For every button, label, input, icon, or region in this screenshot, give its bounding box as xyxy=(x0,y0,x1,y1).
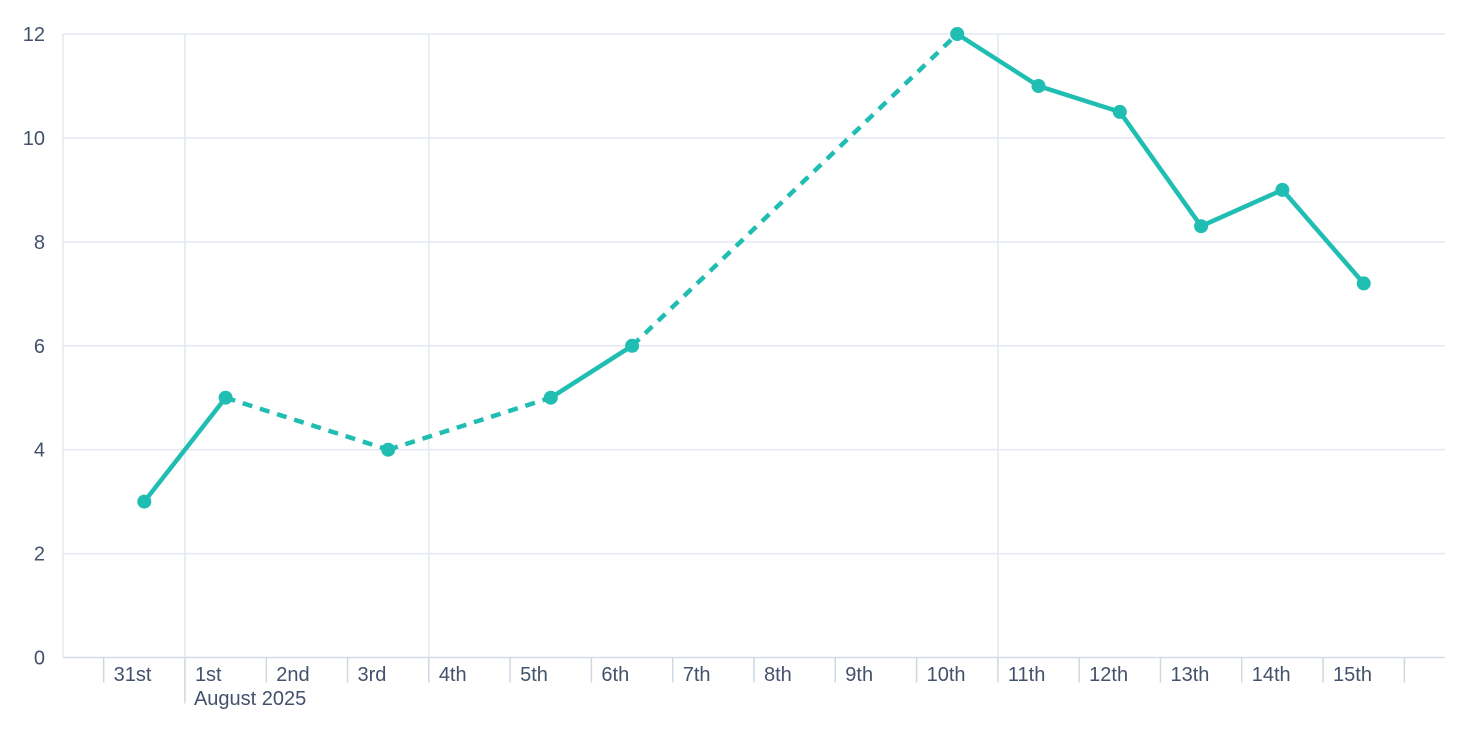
data-point-13th[interactable] xyxy=(1194,219,1209,234)
x-axis-label-6th: 6th xyxy=(601,664,629,686)
x-axis-label-10th: 10th xyxy=(927,664,966,686)
data-point-14th[interactable] xyxy=(1275,182,1290,197)
x-axis-label-13th: 13th xyxy=(1170,664,1209,686)
data-point-1st[interactable] xyxy=(218,390,233,405)
line-segment-solid-10th-15th xyxy=(955,32,1366,285)
x-axis-label-3rd: 3rd xyxy=(358,664,387,686)
x-axis-label-1st: 1st xyxy=(195,664,222,686)
x-axis-label-8th: 8th xyxy=(764,664,792,686)
data-point-3rd[interactable] xyxy=(381,442,396,457)
x-axis-label-4th: 4th xyxy=(439,664,467,686)
x-axis-label-2nd: 2nd xyxy=(276,664,309,686)
line-segment-solid-31st-1st xyxy=(142,396,228,503)
x-axis-label-7th: 7th xyxy=(683,664,711,686)
line-segment-dashed-6th-10th xyxy=(630,32,959,348)
y-axis-label-8: 8 xyxy=(34,232,45,254)
y-axis-label-12: 12 xyxy=(23,24,45,46)
y-axis-label-4: 4 xyxy=(34,440,45,462)
y-axis-label-2: 2 xyxy=(34,544,45,566)
x-axis-label-12th: 12th xyxy=(1089,664,1128,686)
y-axis-label-0: 0 xyxy=(34,648,45,670)
x-axis-label-14th: 14th xyxy=(1252,664,1291,686)
x-axis-label-5th: 5th xyxy=(520,664,548,686)
data-point-15th[interactable] xyxy=(1356,276,1371,291)
y-axis-label-10: 10 xyxy=(23,128,45,150)
y-axis-label-6: 6 xyxy=(34,336,45,358)
data-point-12th[interactable] xyxy=(1112,104,1127,119)
data-point-11th[interactable] xyxy=(1031,79,1046,93)
x-axis-month-label: August 2025 xyxy=(194,688,306,710)
data-point-10th[interactable] xyxy=(950,27,965,41)
line-segment-solid-5th-6th xyxy=(549,343,634,400)
x-axis-label-31st: 31st xyxy=(114,664,152,686)
data-point-6th[interactable] xyxy=(625,338,640,353)
data-point-5th[interactable] xyxy=(543,390,558,405)
x-axis-label-9th: 9th xyxy=(845,664,873,686)
data-point-31st[interactable] xyxy=(137,494,152,509)
x-axis-label-11th: 11th xyxy=(1008,664,1045,686)
x-axis-label-15th: 15th xyxy=(1333,664,1372,686)
